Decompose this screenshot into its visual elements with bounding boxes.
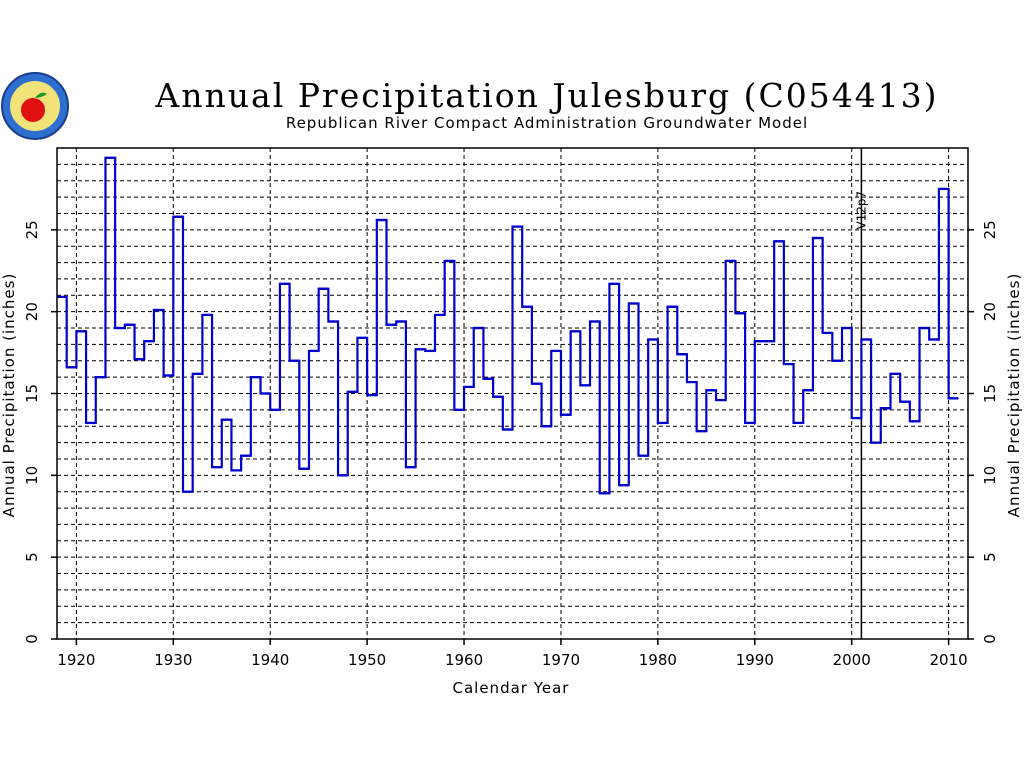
y-axis-label-right: Annual Precipitation (inches) — [1005, 273, 1023, 518]
x-tick-label: 2010 — [930, 651, 968, 669]
x-tick-label: 1990 — [736, 651, 774, 669]
y-ticks-left: 0 5 10 15 20 25 — [23, 220, 57, 644]
y-tick-label: 20 — [981, 302, 999, 321]
chart-title: Annual Precipitation Julesburg (C054413) — [154, 76, 938, 115]
x-tick-label: 1940 — [251, 651, 289, 669]
y-tick-label: 10 — [23, 466, 41, 485]
y-tick-label: 0 — [981, 634, 999, 644]
y-tick-label: 5 — [981, 552, 999, 562]
y-tick-label: 0 — [23, 634, 41, 644]
x-axis-label: Calendar Year — [453, 679, 570, 697]
y-tick-label: 25 — [981, 220, 999, 239]
apple-icon — [21, 98, 45, 122]
agency-seal-logo — [1, 72, 69, 140]
x-tick-label: 1920 — [57, 651, 95, 669]
y-tick-label: 15 — [23, 384, 41, 403]
x-tick-label: 1970 — [542, 651, 580, 669]
x-tick-label: 1980 — [639, 651, 677, 669]
x-tick-label: 2000 — [833, 651, 871, 669]
x-tick-label: 1950 — [348, 651, 386, 669]
x-ticks: 1920 1930 1940 1950 1960 1970 1980 1990 2000 2010 — [57, 639, 968, 669]
y-tick-label: 25 — [23, 220, 41, 239]
y-tick-label: 20 — [23, 302, 41, 321]
series-layer — [57, 156, 959, 495]
annotation-label: V12p7 — [854, 191, 868, 230]
x-tick-label: 1960 — [445, 651, 483, 669]
chart-subtitle: Republican River Compact Administration … — [286, 114, 808, 132]
y-tick-label: 15 — [981, 384, 999, 403]
y-axis-label-left: Annual Precipitation (inches) — [0, 273, 18, 518]
y-ticks-right: 0 5 10 15 20 25 — [968, 220, 999, 644]
x-tick-label: 1930 — [154, 651, 192, 669]
plot-frame — [56, 147, 969, 640]
y-tick-label: 5 — [23, 552, 41, 562]
leaf-icon — [35, 92, 47, 98]
y-tick-label: 10 — [981, 466, 999, 485]
